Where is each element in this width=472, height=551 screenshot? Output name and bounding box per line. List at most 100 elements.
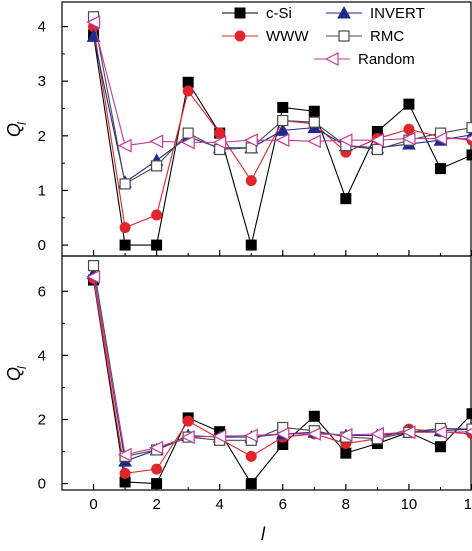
series-rmc	[87, 11, 472, 190]
y-axis-label: Q	[4, 367, 24, 381]
x-tick-label: 10	[401, 496, 418, 513]
data-point-random	[212, 429, 227, 444]
x-axis-label: l	[261, 524, 266, 544]
data-point-c-si	[308, 105, 320, 117]
data-point-rmc	[466, 122, 472, 134]
y-tick-label: 0	[38, 237, 46, 254]
data-point-c-si	[245, 239, 257, 251]
legend-entry-rmc: RMC	[326, 28, 404, 45]
data-point-random	[306, 134, 321, 149]
data-point-www	[182, 415, 194, 427]
x-tick-label: 4	[216, 496, 224, 513]
x-tick-label: 8	[342, 496, 350, 513]
data-point-rmc	[308, 116, 320, 128]
data-point-random	[275, 426, 290, 441]
data-point-c-si	[434, 441, 446, 453]
data-point-c-si	[340, 193, 352, 205]
legend-marker	[338, 30, 350, 42]
data-point-www	[119, 467, 131, 479]
data-point-www	[214, 127, 226, 139]
data-point-random	[86, 15, 101, 30]
data-point-random	[149, 134, 164, 149]
y-axis-label-subscript: l	[15, 366, 29, 369]
data-point-rmc	[466, 423, 472, 435]
legend-label: RMC	[370, 28, 404, 45]
top-panel: 0 1 2 3 4 Ql	[4, 1, 472, 257]
series-line-c-si	[92, 279, 472, 485]
series-c-si	[88, 29, 472, 251]
data-point-random	[370, 133, 384, 148]
legend-entry-invert: INVERT	[326, 5, 425, 22]
legend-label: INVERT	[370, 5, 425, 22]
legend-entry-www: WWW	[222, 28, 309, 45]
data-point-random	[306, 426, 321, 441]
data-point-c-si	[151, 478, 163, 490]
series-c-si	[88, 274, 472, 490]
data-point-c-si	[466, 149, 472, 161]
x-tick-label: 6	[279, 496, 287, 513]
legend: c-Si WWW INVERT RMC Random	[222, 5, 425, 68]
y-tick-label: 2	[38, 128, 46, 145]
data-point-random	[401, 425, 416, 440]
data-point-c-si	[277, 101, 289, 113]
data-point-random	[86, 269, 101, 284]
data-point-www	[119, 222, 131, 234]
y-tick-label: 1	[38, 182, 46, 199]
y-tick-label: 4	[38, 347, 46, 364]
data-point-random	[433, 425, 448, 440]
data-point-www	[151, 463, 163, 475]
data-point-www	[182, 85, 194, 97]
data-point-random	[212, 135, 227, 150]
legend-label: WWW	[266, 28, 309, 45]
y-tick-label: 3	[38, 73, 46, 90]
data-point-c-si	[308, 410, 320, 422]
data-point-random	[370, 426, 384, 441]
data-point-www	[245, 450, 257, 462]
data-point-random	[180, 135, 195, 150]
data-point-rmc	[87, 260, 100, 272]
legend-label: c-Si	[266, 5, 292, 22]
data-point-rmc	[277, 114, 289, 127]
data-point-random	[433, 131, 448, 146]
data-point-www	[403, 123, 415, 135]
x-tick-label: 2	[152, 496, 160, 513]
data-point-random	[275, 133, 290, 148]
data-point-c-si	[151, 239, 163, 251]
y-tick-label: 4	[38, 19, 46, 36]
data-point-c-si	[434, 163, 446, 175]
data-point-random	[464, 427, 472, 436]
data-point-random	[464, 134, 472, 143]
y-axis-label: Q	[4, 123, 24, 137]
legend-label: Random	[358, 51, 415, 68]
data-point-rmc	[182, 127, 194, 139]
data-point-c-si	[466, 408, 472, 420]
series-random	[86, 15, 472, 153]
legend-entry-c-si: c-Si	[222, 5, 292, 22]
x-tick-label: 0	[89, 496, 97, 513]
data-point-random	[243, 428, 258, 443]
data-point-www	[245, 175, 257, 187]
data-point-rmc	[151, 160, 163, 172]
data-point-c-si	[340, 447, 352, 459]
data-point-random	[243, 133, 258, 148]
legend-entry-random: Random	[314, 51, 415, 68]
bottom-panel: 0 2 4 6 0 2 4 6 8 10 12 Ql l	[4, 255, 472, 544]
data-point-c-si	[119, 239, 131, 251]
y-tick-label: 6	[38, 283, 46, 300]
plot-frame	[61, 255, 472, 491]
data-point-random	[117, 138, 132, 153]
data-point-random	[338, 133, 353, 148]
data-point-c-si	[245, 478, 257, 490]
data-point-www	[151, 209, 163, 221]
legend-marker	[337, 5, 351, 19]
x-tick-label: 12	[464, 496, 472, 513]
legend-marker	[234, 7, 246, 19]
data-point-random	[338, 427, 353, 442]
data-point-rmc	[119, 178, 131, 190]
data-point-invert	[275, 123, 290, 136]
data-point-random	[117, 447, 132, 462]
y-tick-label: 0	[38, 476, 46, 493]
data-point-random	[180, 430, 195, 445]
y-tick-label: 2	[38, 411, 46, 428]
